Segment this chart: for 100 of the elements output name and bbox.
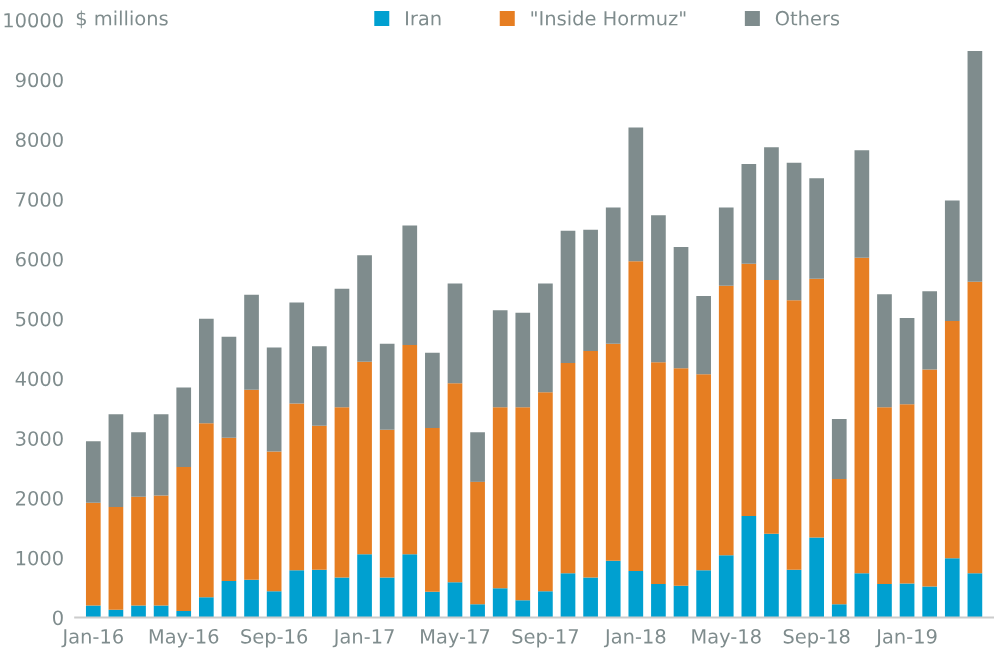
bar <box>673 247 689 369</box>
bar <box>289 302 305 404</box>
bar <box>605 207 621 344</box>
legend-label: Others <box>775 10 840 26</box>
bar <box>515 407 531 601</box>
bar <box>492 310 508 408</box>
bar <box>583 577 598 618</box>
bar <box>809 178 824 279</box>
y-tick-label: 4000 <box>15 371 63 387</box>
x-tick-label: May-17 <box>421 629 490 648</box>
bar <box>605 560 621 618</box>
bar <box>560 362 576 574</box>
bar <box>198 423 214 598</box>
bar <box>741 163 757 264</box>
bar <box>447 283 463 384</box>
y-tick-label: 10000 <box>4 12 63 28</box>
bar <box>854 257 870 574</box>
bar <box>899 404 915 584</box>
legend-label: "Inside Hormuz" <box>531 10 686 26</box>
y-tick-label: 7000 <box>16 192 63 207</box>
bar <box>899 318 915 405</box>
bar <box>266 591 282 618</box>
x-tick-label: Jan-16 <box>61 628 123 648</box>
bar <box>492 588 508 618</box>
y-tick-label: 8000 <box>15 132 63 148</box>
bar <box>764 533 779 618</box>
x-tick-label: Jan-19 <box>875 628 937 648</box>
y-tick-label: 9000 <box>15 72 63 88</box>
bar <box>854 150 870 258</box>
y-tick-label: 3000 <box>16 431 63 446</box>
bar <box>221 336 237 438</box>
bar <box>266 451 282 592</box>
bar <box>944 200 960 322</box>
bar <box>131 496 146 606</box>
bar <box>944 321 960 559</box>
bar <box>696 570 711 618</box>
bar <box>492 407 508 589</box>
bar <box>289 403 305 571</box>
bar <box>244 294 259 390</box>
bar <box>764 147 779 280</box>
bar <box>334 577 350 618</box>
bar <box>176 387 192 467</box>
bar <box>357 255 372 362</box>
y-tick-label: 5000 <box>16 311 63 327</box>
bar <box>922 291 938 370</box>
bar <box>289 570 305 618</box>
y-tick-label: 6000 <box>15 251 63 267</box>
bar <box>244 389 259 580</box>
y-tick-label: 1000 <box>16 550 63 566</box>
bar <box>402 225 418 346</box>
bar <box>877 407 892 585</box>
bar <box>605 343 621 561</box>
bar <box>628 127 644 262</box>
bar <box>967 573 983 618</box>
bar <box>198 597 214 618</box>
bar <box>831 419 847 479</box>
bar <box>334 288 350 408</box>
bar <box>696 374 711 571</box>
bar <box>266 347 282 452</box>
bar <box>221 581 237 618</box>
y-axis-title: $ millions <box>76 10 168 29</box>
bar <box>831 604 847 618</box>
bar <box>447 383 463 583</box>
bar <box>877 294 892 408</box>
bar <box>425 428 440 592</box>
bar <box>786 162 802 301</box>
bar <box>379 343 395 430</box>
bar <box>425 591 440 618</box>
bar <box>357 554 372 618</box>
bar <box>470 481 485 605</box>
bar <box>176 466 192 611</box>
bar <box>515 312 531 408</box>
bar <box>786 569 802 618</box>
bar <box>425 352 440 429</box>
bar <box>108 414 124 507</box>
bar <box>718 207 734 286</box>
bar <box>153 495 169 606</box>
bar <box>447 582 463 618</box>
bar <box>718 285 734 556</box>
bar <box>967 281 983 574</box>
bar <box>108 506 124 610</box>
bar <box>922 369 938 587</box>
bar <box>379 577 395 618</box>
bar <box>85 441 101 503</box>
bar <box>131 432 146 497</box>
bar <box>153 414 169 496</box>
bar <box>470 604 485 618</box>
bar <box>651 215 666 363</box>
x-tick-label: Sep-18 <box>783 628 850 648</box>
bar <box>402 554 418 618</box>
x-tick-label: Sep-17 <box>512 628 578 648</box>
bar <box>402 345 418 555</box>
x-tick-label: May-16 <box>149 628 219 648</box>
bar <box>967 51 983 282</box>
bar <box>899 583 915 618</box>
legend-label: Iran <box>406 11 441 26</box>
bar <box>831 478 847 605</box>
bar <box>944 558 960 618</box>
bar <box>628 261 644 571</box>
bar <box>334 407 350 578</box>
